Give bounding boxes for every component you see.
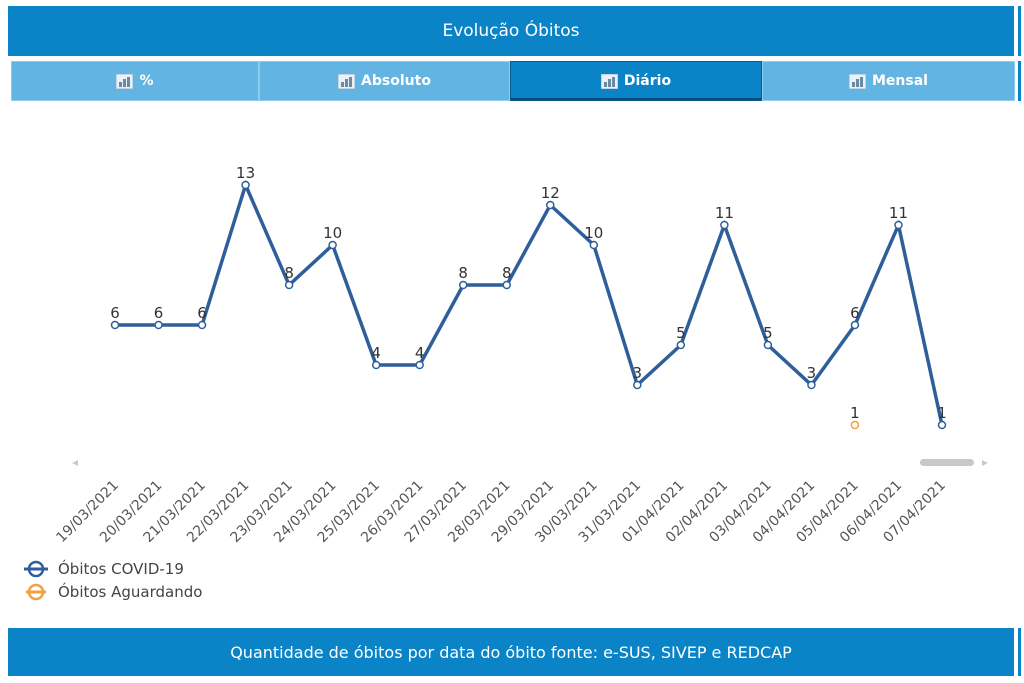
legend-label-covid: Óbitos COVID-19 — [58, 559, 184, 578]
chart-footer: Quantidade de óbitos por data do óbito f… — [8, 628, 1014, 676]
data-point — [154, 320, 163, 330]
chart-header-title: Evolução Óbitos — [442, 21, 580, 41]
legend-aguardando-icon — [26, 583, 46, 600]
tab-label: % — [139, 73, 154, 89]
legend-label-aguardando: Óbitos Aguardando — [58, 582, 203, 601]
data-label: 1 — [850, 404, 860, 422]
scroll-left-arrow — [72, 460, 78, 466]
data-point — [458, 280, 468, 290]
data-point — [720, 220, 729, 230]
data-point — [415, 360, 424, 370]
tab-percent[interactable]: % — [11, 61, 259, 101]
data-label: 6 — [850, 304, 860, 322]
data-label: 12 — [541, 184, 560, 202]
data-label: 5 — [763, 324, 773, 342]
data-point — [937, 420, 947, 430]
data-point — [328, 240, 337, 250]
data-point — [241, 180, 250, 190]
legend: Óbitos COVID-19 Óbitos Aguardando — [24, 557, 202, 603]
tab-label: Absoluto — [361, 73, 431, 89]
data-point — [502, 280, 511, 290]
data-label: 8 — [502, 264, 512, 282]
legend-covid-icon — [24, 560, 48, 577]
data-label: 13 — [236, 164, 255, 182]
view-tabs: % Absoluto Diário Mensal — [11, 61, 1015, 101]
chart-footer-text: Quantidade de óbitos por data do óbito f… — [230, 642, 792, 662]
scroll-thumb[interactable] — [920, 459, 974, 466]
data-point — [284, 280, 294, 290]
data-label: 11 — [889, 204, 908, 222]
series-line-0 — [115, 179, 944, 426]
data-label: 8 — [284, 264, 294, 282]
chart-area: 6 6 6 13 8 10 4 4 8 8 12 10 3 5 11 5 3 6 11 1 1 19/03/2021 20/… — [0, 110, 1024, 620]
header-edge — [1018, 6, 1021, 56]
tab-diario[interactable]: Diário — [510, 61, 762, 101]
data-point — [110, 320, 120, 330]
data-point — [850, 420, 860, 430]
data-label: 8 — [458, 264, 468, 282]
data-label: 6 — [110, 304, 120, 322]
data-point — [589, 240, 599, 250]
data-label: 1 — [937, 404, 947, 422]
data-point — [763, 340, 773, 350]
chart-header: Evolução Óbitos — [8, 6, 1014, 56]
bar-chart-icon — [600, 73, 618, 89]
data-point — [371, 360, 381, 370]
data-point — [894, 220, 903, 230]
data-label: 3 — [633, 364, 643, 382]
bar-chart-icon — [116, 73, 134, 89]
data-label: 5 — [676, 324, 686, 342]
data-label: 3 — [807, 364, 817, 382]
data-point — [633, 380, 642, 390]
data-label: 4 — [371, 344, 381, 362]
data-label: 10 — [584, 224, 603, 242]
tab-absoluto[interactable]: Absoluto — [259, 61, 510, 101]
tab-label: Mensal — [872, 73, 928, 89]
tabs-edge — [1018, 61, 1021, 101]
scroll-right-arrow — [982, 460, 988, 466]
data-point — [676, 340, 686, 350]
bar-chart-icon — [338, 73, 356, 89]
legend-item-aguardando[interactable]: Óbitos Aguardando — [24, 580, 202, 603]
data-label: 6 — [197, 304, 207, 322]
data-point — [546, 200, 555, 210]
tab-label: Diário — [623, 73, 672, 89]
data-point — [850, 320, 860, 330]
footer-edge — [1018, 628, 1021, 676]
tab-mensal[interactable]: Mensal — [762, 61, 1015, 101]
legend-item-covid[interactable]: Óbitos COVID-19 — [24, 557, 202, 580]
data-label: 4 — [415, 344, 425, 362]
bar-chart-icon — [849, 73, 866, 89]
data-label: 6 — [154, 304, 164, 322]
data-label: 11 — [715, 204, 734, 222]
data-label: 10 — [323, 224, 342, 242]
data-point — [807, 380, 816, 390]
data-point — [197, 320, 207, 330]
